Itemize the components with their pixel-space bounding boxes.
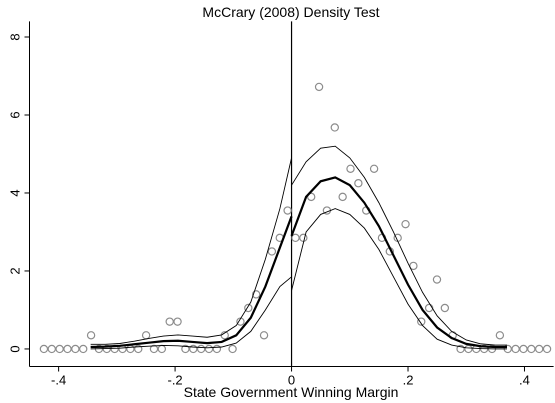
bin-point [189, 344, 198, 354]
bin-point [134, 344, 143, 354]
bin-point [149, 344, 159, 354]
bin-point [495, 331, 505, 340]
bin-point [267, 247, 277, 256]
lower-band [90, 276, 292, 350]
bin-point [228, 344, 237, 354]
bin-point [86, 331, 96, 340]
y-tick-label: 4 [8, 189, 23, 196]
bin-point [424, 303, 434, 313]
bin-point [259, 331, 269, 340]
bin-point [47, 344, 56, 354]
upper-band [90, 157, 292, 345]
bin-point [212, 344, 222, 354]
bin-point [71, 344, 80, 354]
bin-point [417, 317, 426, 326]
bin-point [330, 123, 339, 132]
bin-point [338, 192, 347, 202]
chart-title: McCrary (2008) Density Test [202, 4, 379, 20]
bin-point [196, 344, 206, 354]
bin-point [432, 275, 442, 284]
x-tick-label: -.2 [167, 373, 182, 388]
y-tick-label: 2 [8, 267, 23, 274]
bin-point [291, 233, 300, 243]
x-tick-label: .4 [519, 373, 530, 388]
fit-line [290, 176, 508, 349]
bin-point [542, 344, 552, 354]
bin-point [165, 317, 174, 326]
x-tick-label: -.4 [51, 373, 66, 388]
bin-point [464, 344, 473, 354]
bin-point [79, 344, 88, 354]
bin-point [314, 82, 324, 92]
bin-point [346, 164, 355, 173]
x-tick-label: 0 [288, 373, 295, 388]
bin-point [511, 344, 520, 354]
bin-point [527, 344, 536, 354]
y-tick-label: 0 [8, 345, 23, 352]
bin-point [39, 344, 49, 354]
lower-band [291, 208, 508, 350]
x-axis-label: State Government Winning Margin [184, 384, 399, 400]
bin-point [251, 290, 261, 299]
y-tick-label: 6 [8, 111, 23, 118]
bin-point [63, 344, 72, 354]
bin-point [181, 344, 190, 354]
x-tick-label: .2 [403, 373, 414, 388]
bin-point [299, 233, 308, 243]
bin-point [173, 317, 182, 326]
bin-point [157, 344, 167, 354]
y-tick-label: 8 [8, 33, 23, 40]
bin-point [141, 331, 151, 340]
bin-point [244, 303, 253, 313]
bin-point [401, 219, 410, 229]
bin-point [283, 206, 292, 215]
bin-point [369, 164, 379, 173]
bin-point [204, 344, 214, 354]
bin-point [534, 344, 544, 354]
bin-point [55, 344, 64, 354]
bin-point [440, 303, 450, 313]
fit-line [90, 215, 293, 349]
bin-point [519, 344, 528, 354]
bin-point [354, 179, 363, 188]
upper-band [291, 145, 508, 346]
bin-point [456, 344, 465, 354]
bin-point [126, 344, 135, 354]
